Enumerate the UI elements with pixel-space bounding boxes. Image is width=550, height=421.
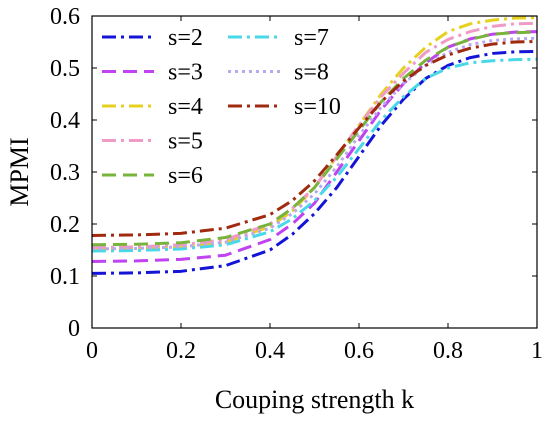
legend-label: s=4 — [168, 94, 203, 120]
series-line-s-8 — [91, 36, 538, 251]
legend-item: s=2 — [102, 25, 203, 51]
legend-label: s=10 — [294, 94, 341, 120]
legend-label: s=3 — [168, 60, 203, 86]
x-tick-label: 0.4 — [255, 338, 285, 364]
series-line-s-2 — [91, 49, 538, 275]
y-axis-label: MPMI — [5, 137, 34, 206]
legend: s=2 s=3 s=4 s=5 s=6 s=7 s=8 s=10 — [102, 25, 341, 189]
legend-label: s=7 — [294, 25, 329, 51]
legend-item: s=5 — [102, 129, 203, 155]
series-line-s-7 — [91, 57, 538, 253]
y-tick-label: 0.5 — [50, 56, 80, 82]
legend-item: s=10 — [228, 94, 341, 120]
y-tick-label: 0 — [68, 316, 80, 342]
y-tick-label: 0.1 — [50, 264, 80, 290]
legend-item: s=7 — [228, 25, 329, 51]
series-line-s-10 — [91, 39, 538, 237]
y-tick-label: 0.3 — [50, 160, 80, 186]
legend-item: s=4 — [102, 94, 203, 120]
legend-item: s=3 — [102, 60, 203, 86]
x-tick-label: 0 — [86, 338, 98, 364]
y-tick-label: 0.2 — [50, 212, 80, 238]
x-tick-label: 1 — [531, 338, 543, 364]
series-line-s-5 — [91, 21, 538, 249]
y-tick-label: 0.4 — [50, 108, 80, 134]
legend-label: s=6 — [168, 163, 203, 189]
legend-label: s=5 — [168, 129, 203, 155]
legend-label: s=8 — [294, 60, 329, 86]
series-line-s-3 — [91, 30, 538, 263]
x-axis-label: Couping strength k — [215, 385, 414, 414]
legend-item: s=6 — [102, 163, 203, 189]
x-tick-label: 0.2 — [166, 338, 196, 364]
series-line-s-4 — [91, 16, 538, 252]
y-tick-label: 0.6 — [50, 4, 80, 30]
series-line-s-6 — [91, 30, 538, 247]
x-tick-label: 0.6 — [344, 338, 374, 364]
legend-label: s=2 — [168, 25, 203, 51]
series-group — [91, 16, 538, 275]
x-tick-label: 0.8 — [433, 338, 463, 364]
legend-item: s=8 — [228, 60, 329, 86]
